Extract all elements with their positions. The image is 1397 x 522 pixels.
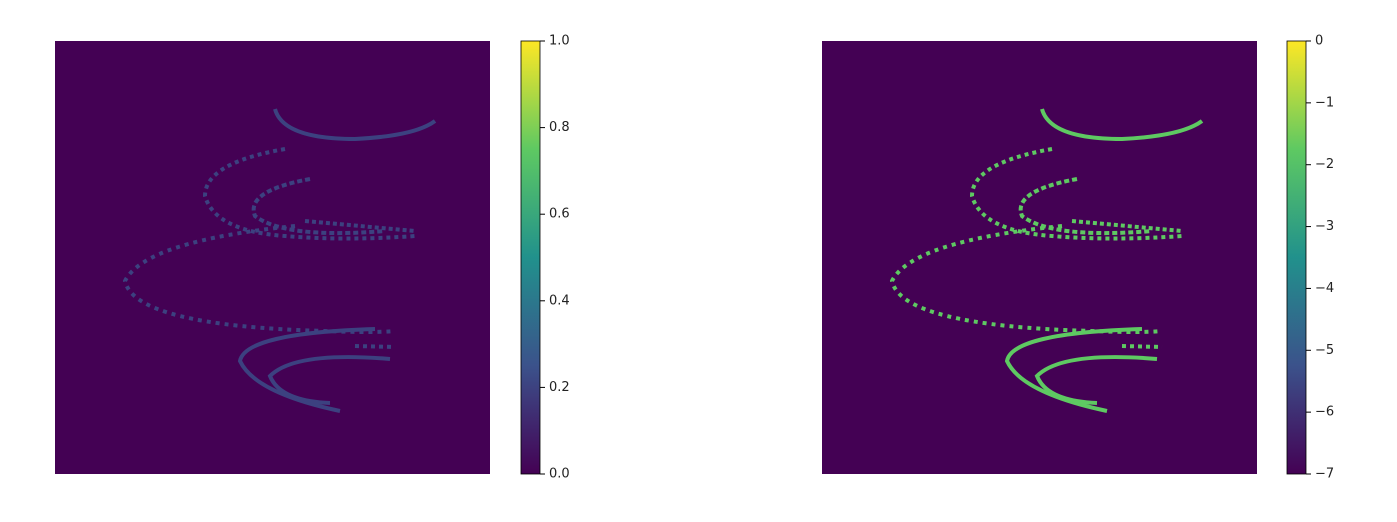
colorbar	[520, 40, 541, 475]
panels: 0.0 0.2 0.4 0.6 0.8 1.0 0 −1 −2 −3 −4 −5 −6 −7	[55, 34, 1334, 482]
colorbar-tick-label: −5	[1315, 343, 1334, 358]
colorbar-tick-label: 0.2	[549, 380, 570, 395]
colorbar-tick-label: 0	[1315, 34, 1323, 49]
colorbar-tick-label: −4	[1315, 281, 1334, 296]
colorbar-tick-label: −6	[1315, 405, 1334, 420]
colorbar-tick-label: 0.4	[549, 293, 570, 308]
colorbar-tick-label: 0.0	[549, 467, 570, 482]
colorbar	[1286, 40, 1307, 475]
colorbar-tick-label: −1	[1315, 95, 1334, 110]
colorbar-tick-label: −2	[1315, 157, 1334, 172]
colorbar-tick-label: 0.8	[549, 120, 570, 135]
image-background	[822, 41, 1257, 474]
colorbar-tick-label: −7	[1315, 467, 1334, 482]
colorbar-tick-label: 1.0	[549, 34, 570, 49]
colorbar-tick-label: 0.6	[549, 207, 570, 222]
image-background	[55, 41, 490, 474]
colorbar-tick-label: −3	[1315, 219, 1334, 234]
